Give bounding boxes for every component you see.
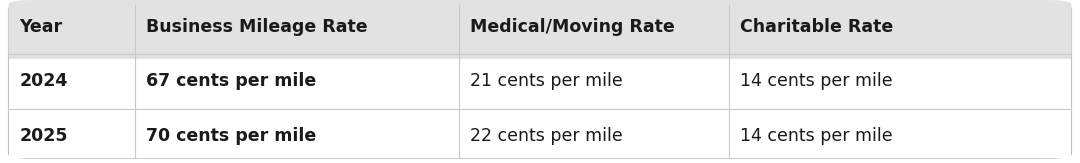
Text: 67 cents per mile: 67 cents per mile <box>146 73 316 90</box>
FancyBboxPatch shape <box>9 0 1071 59</box>
Text: Medical/Moving Rate: Medical/Moving Rate <box>470 18 675 36</box>
Text: Business Mileage Rate: Business Mileage Rate <box>146 18 367 36</box>
Text: 21 cents per mile: 21 cents per mile <box>470 73 622 90</box>
Text: 2024: 2024 <box>19 73 68 90</box>
Text: Year: Year <box>19 18 63 36</box>
FancyBboxPatch shape <box>9 5 1071 158</box>
Bar <box>9 32 1071 59</box>
Text: Charitable Rate: Charitable Rate <box>740 18 893 36</box>
Text: 14 cents per mile: 14 cents per mile <box>740 127 892 145</box>
Text: 2025: 2025 <box>19 127 68 145</box>
Text: 70 cents per mile: 70 cents per mile <box>146 127 316 145</box>
Text: 14 cents per mile: 14 cents per mile <box>740 73 892 90</box>
Text: 22 cents per mile: 22 cents per mile <box>470 127 622 145</box>
Bar <box>9 59 1071 158</box>
